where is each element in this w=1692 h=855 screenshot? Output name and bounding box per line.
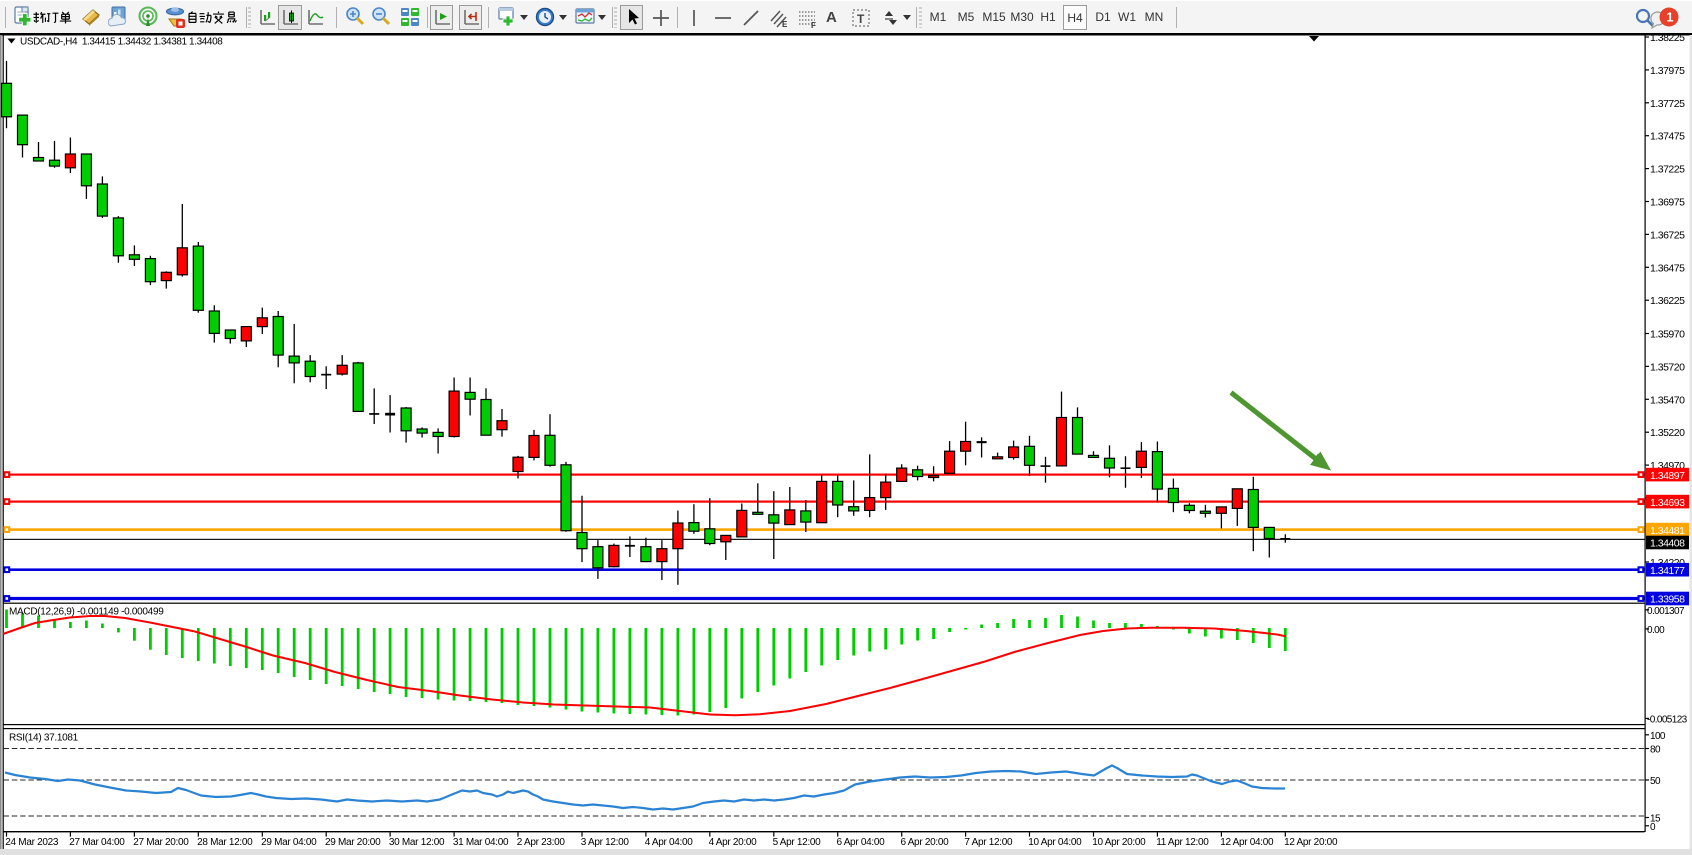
svg-text:50: 50: [1650, 776, 1661, 787]
svg-text:F: F: [811, 21, 816, 30]
svg-text:1.37225: 1.37225: [1650, 164, 1685, 176]
svg-text:2 Apr 23:00: 2 Apr 23:00: [517, 837, 566, 848]
svg-text:29 Mar 20:00: 29 Mar 20:00: [325, 837, 381, 848]
svg-text:RSI(14) 37.1081: RSI(14) 37.1081: [9, 733, 79, 744]
svg-text:1.36725: 1.36725: [1650, 229, 1685, 241]
svg-text:0.00: 0.00: [1647, 625, 1665, 636]
svg-text:6 Apr 20:00: 6 Apr 20:00: [901, 837, 950, 848]
svg-text:MACD(12,26,9) -0.001149 -0.000: MACD(12,26,9) -0.001149 -0.000499: [9, 607, 164, 618]
svg-text:1.34897: 1.34897: [1650, 470, 1685, 482]
svg-text:1.37475: 1.37475: [1650, 131, 1685, 143]
svg-text:100: 100: [1650, 731, 1666, 742]
svg-text:1.34481: 1.34481: [1650, 525, 1685, 537]
svg-text:30 Mar 12:00: 30 Mar 12:00: [389, 837, 445, 848]
svg-text:27 Mar 04:00: 27 Mar 04:00: [69, 837, 125, 848]
svg-text:28 Mar 12:00: 28 Mar 12:00: [197, 837, 253, 848]
svg-text:1.34693: 1.34693: [1650, 497, 1685, 509]
svg-text:27 Mar 20:00: 27 Mar 20:00: [133, 837, 189, 848]
svg-text:USDCAD-,H4 1.34415 1.34432 1.: USDCAD-,H4 1.34415 1.34432 1.34381 1.344…: [20, 37, 223, 48]
svg-text:1.38225: 1.38225: [1650, 32, 1685, 44]
svg-text:1.35470: 1.35470: [1650, 394, 1685, 406]
svg-text:1.36975: 1.36975: [1650, 197, 1685, 209]
svg-text:5 Apr 12:00: 5 Apr 12:00: [773, 837, 822, 848]
svg-text:1.33958: 1.33958: [1650, 594, 1685, 606]
svg-text:24 Mar 2023: 24 Mar 2023: [5, 837, 59, 848]
svg-text:1.36475: 1.36475: [1650, 262, 1685, 274]
svg-text:1.36225: 1.36225: [1650, 295, 1685, 307]
svg-text:E: E: [782, 20, 788, 29]
svg-text:11 Apr 12:00: 11 Apr 12:00: [1156, 837, 1209, 848]
svg-text:80: 80: [1650, 745, 1661, 756]
svg-text:1: 1: [1666, 10, 1673, 25]
svg-text:12 Apr 04:00: 12 Apr 04:00: [1220, 837, 1274, 848]
svg-text:3 Apr 12:00: 3 Apr 12:00: [581, 837, 630, 848]
svg-text:6 Apr 04:00: 6 Apr 04:00: [837, 837, 886, 848]
svg-text:15: 15: [1650, 814, 1661, 825]
svg-text:1.35720: 1.35720: [1650, 361, 1685, 373]
svg-text:10 Apr 04:00: 10 Apr 04:00: [1028, 837, 1082, 848]
svg-text:1.37975: 1.37975: [1650, 65, 1685, 77]
svg-text:0.001307: 0.001307: [1647, 606, 1685, 617]
svg-text:31 Mar 04:00: 31 Mar 04:00: [453, 837, 509, 848]
svg-text:4 Apr 04:00: 4 Apr 04:00: [645, 837, 694, 848]
svg-text:1.34408: 1.34408: [1650, 538, 1685, 550]
svg-text:4 Apr 20:00: 4 Apr 20:00: [709, 837, 758, 848]
svg-text:1.35970: 1.35970: [1650, 329, 1685, 341]
svg-text:10 Apr 20:00: 10 Apr 20:00: [1092, 837, 1146, 848]
svg-text:1.34177: 1.34177: [1650, 565, 1685, 577]
svg-text:1.37725: 1.37725: [1650, 98, 1685, 110]
svg-text:1.35220: 1.35220: [1650, 427, 1685, 439]
svg-text:0: 0: [1650, 822, 1656, 833]
svg-text:T: T: [857, 12, 865, 26]
svg-text:-0.005123: -0.005123: [1647, 714, 1688, 725]
svg-text:29 Mar 04:00: 29 Mar 04:00: [261, 837, 317, 848]
svg-text:7 Apr 12:00: 7 Apr 12:00: [964, 837, 1013, 848]
svg-text:12 Apr 20:00: 12 Apr 20:00: [1284, 837, 1338, 848]
